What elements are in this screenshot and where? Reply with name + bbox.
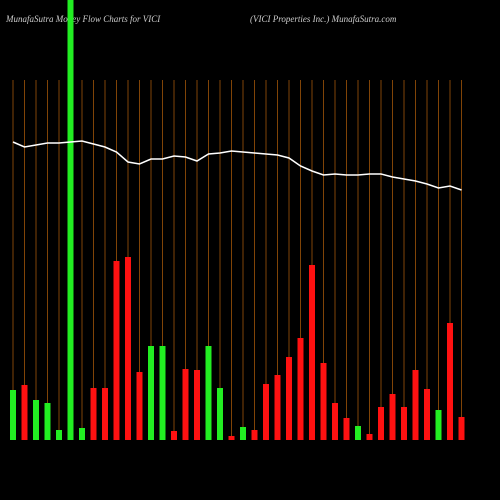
bar [33,400,39,440]
bar [217,388,223,440]
bar [136,372,143,440]
bar [378,407,384,440]
bar [182,369,189,440]
bar [67,0,74,440]
bar [355,426,361,440]
bar [332,403,338,440]
bar [263,384,269,440]
bar [102,388,108,440]
bar [435,410,442,440]
bar [171,431,177,440]
bar [297,338,304,440]
bar [90,388,97,440]
bar [10,390,16,440]
bar [401,407,407,440]
bar [343,418,350,440]
bar [274,375,281,440]
bar [228,436,235,440]
price-line [12,140,462,191]
bar [389,394,396,440]
bar [251,430,258,440]
bar [159,346,166,440]
bar [366,434,373,440]
bar [458,417,465,440]
bar [79,428,85,440]
bar [240,427,246,440]
bar [44,403,51,440]
bar [424,389,430,440]
bar [205,346,212,440]
bar [320,363,327,440]
bar [286,357,292,440]
bar [21,385,28,440]
bar [447,323,453,440]
chart-title: MunafaSutra Money Flow Charts for VICI [5,14,161,24]
bar [148,346,154,440]
bar [309,265,315,440]
bar [194,370,200,440]
bar [56,430,62,440]
bar [412,370,419,440]
chart-subtitle: (VICI Properties Inc.) MunafaSutra.com [250,14,397,24]
bar [113,261,120,440]
bar [125,257,131,440]
